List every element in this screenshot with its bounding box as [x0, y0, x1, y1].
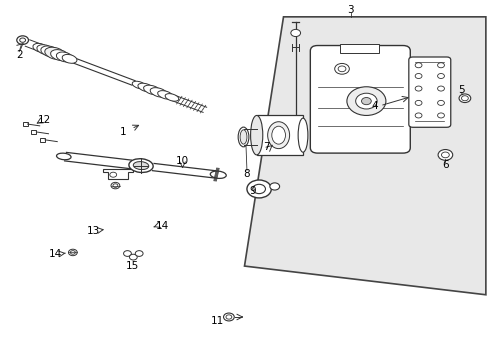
- Circle shape: [361, 98, 370, 105]
- Circle shape: [437, 149, 452, 160]
- Ellipse shape: [132, 81, 145, 89]
- Circle shape: [111, 183, 120, 189]
- Circle shape: [437, 113, 444, 118]
- Text: 7: 7: [263, 142, 269, 152]
- Circle shape: [437, 73, 444, 78]
- Circle shape: [414, 86, 421, 91]
- Ellipse shape: [45, 47, 65, 59]
- Ellipse shape: [62, 54, 77, 63]
- Circle shape: [110, 172, 117, 177]
- Circle shape: [290, 30, 300, 37]
- Ellipse shape: [143, 85, 161, 95]
- Bar: [31, 130, 36, 134]
- Circle shape: [461, 96, 468, 101]
- Ellipse shape: [57, 153, 71, 160]
- Ellipse shape: [56, 52, 73, 62]
- Circle shape: [337, 66, 345, 72]
- Circle shape: [20, 38, 25, 42]
- Circle shape: [437, 63, 444, 68]
- Ellipse shape: [271, 126, 285, 144]
- Polygon shape: [103, 168, 132, 179]
- Circle shape: [355, 93, 376, 109]
- Circle shape: [223, 313, 234, 321]
- Bar: [22, 122, 27, 126]
- Ellipse shape: [37, 45, 53, 55]
- Circle shape: [334, 63, 348, 74]
- Ellipse shape: [250, 116, 262, 155]
- Circle shape: [414, 63, 421, 68]
- Text: 13: 13: [86, 226, 100, 236]
- Text: 4: 4: [371, 102, 378, 112]
- Circle shape: [123, 251, 131, 256]
- Circle shape: [458, 94, 470, 103]
- Circle shape: [346, 87, 385, 116]
- Text: 5: 5: [457, 85, 464, 95]
- Circle shape: [246, 180, 271, 198]
- Ellipse shape: [165, 94, 179, 101]
- Circle shape: [135, 251, 143, 256]
- Circle shape: [68, 249, 77, 256]
- Circle shape: [414, 113, 421, 118]
- Bar: [40, 138, 45, 141]
- Text: 15: 15: [125, 261, 139, 271]
- Ellipse shape: [298, 118, 307, 152]
- Ellipse shape: [240, 130, 246, 144]
- Bar: [339, 44, 378, 53]
- Ellipse shape: [238, 127, 248, 147]
- Ellipse shape: [210, 171, 226, 179]
- Circle shape: [437, 86, 444, 91]
- Circle shape: [225, 315, 231, 319]
- Bar: [256, 116, 303, 155]
- Ellipse shape: [41, 46, 59, 57]
- Text: 8: 8: [243, 168, 250, 179]
- FancyBboxPatch shape: [408, 57, 450, 127]
- Circle shape: [414, 73, 421, 78]
- Text: 6: 6: [441, 160, 448, 170]
- Ellipse shape: [50, 50, 69, 61]
- Circle shape: [441, 152, 448, 158]
- Circle shape: [70, 251, 75, 254]
- Circle shape: [437, 100, 444, 105]
- Ellipse shape: [33, 44, 48, 52]
- Ellipse shape: [267, 122, 289, 149]
- Text: 14: 14: [156, 221, 169, 231]
- Ellipse shape: [133, 162, 148, 170]
- Circle shape: [414, 100, 421, 105]
- Circle shape: [269, 183, 279, 190]
- FancyBboxPatch shape: [310, 45, 409, 153]
- Ellipse shape: [157, 91, 173, 99]
- Text: 10: 10: [176, 156, 189, 166]
- Ellipse shape: [129, 159, 153, 172]
- Circle shape: [252, 184, 265, 194]
- Circle shape: [113, 184, 118, 187]
- Text: 3: 3: [347, 5, 353, 15]
- Text: 14: 14: [49, 249, 62, 259]
- Circle shape: [129, 254, 137, 260]
- Text: 1: 1: [120, 127, 126, 137]
- Text: 11: 11: [211, 316, 224, 325]
- Text: 2: 2: [16, 50, 22, 60]
- Text: 9: 9: [249, 186, 256, 197]
- Text: 12: 12: [38, 115, 51, 125]
- Polygon shape: [244, 17, 485, 295]
- Ellipse shape: [150, 88, 167, 97]
- Ellipse shape: [138, 83, 153, 92]
- Circle shape: [17, 36, 28, 44]
